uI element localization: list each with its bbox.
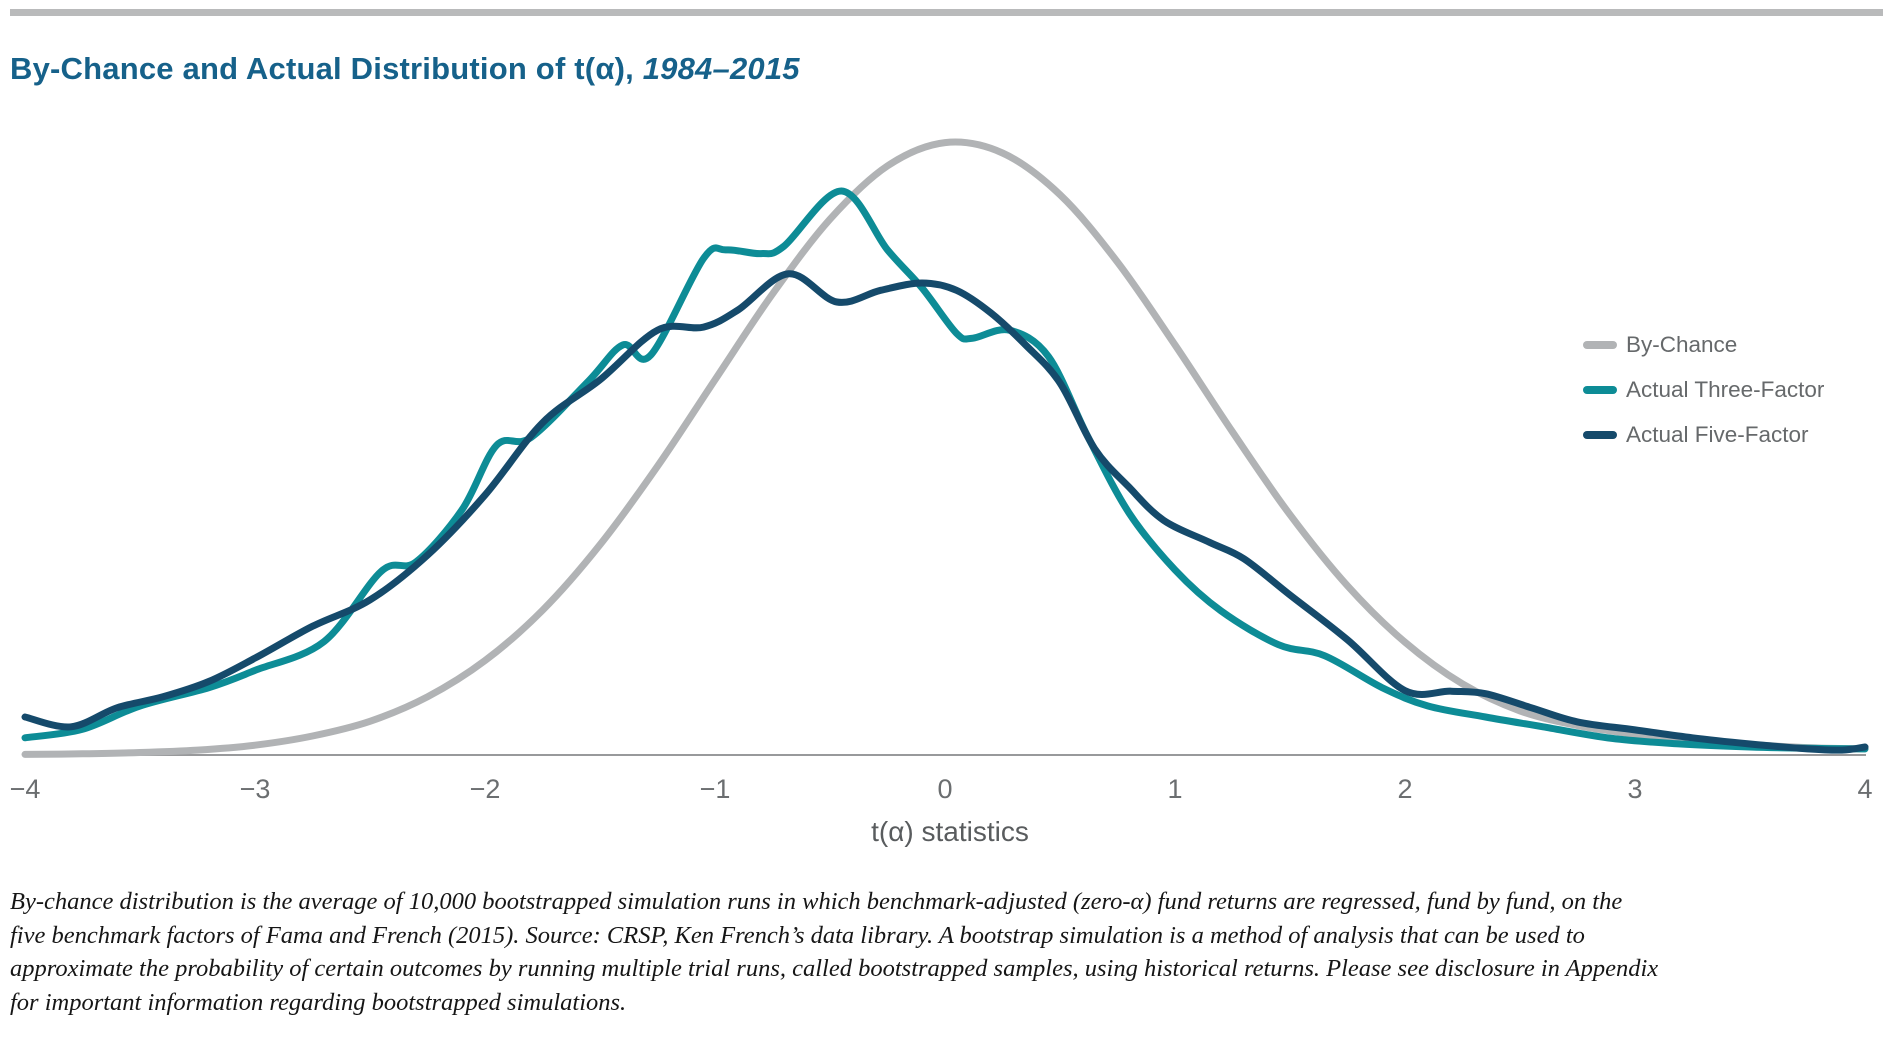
footnote: By-chance distribution is the average of… bbox=[10, 885, 1880, 1019]
legend-swatch bbox=[1583, 385, 1617, 394]
footnote-line-4: for important information regarding boot… bbox=[10, 988, 627, 1016]
footnote-line-2: five benchmark factors of Fama and Frenc… bbox=[10, 921, 1585, 949]
x-tick-label--1: −1 bbox=[699, 774, 731, 804]
x-tick-label-4: 4 bbox=[1857, 774, 1873, 804]
legend-item-by-chance: By-Chance bbox=[1583, 322, 1824, 367]
series-line-by-chance bbox=[21, 138, 1869, 758]
x-tick-label-0: 0 bbox=[937, 774, 953, 804]
legend-item-actual-five-factor: Actual Five-Factor bbox=[1583, 412, 1824, 457]
x-tick-label-1: 1 bbox=[1167, 774, 1183, 804]
distribution-plot bbox=[21, 138, 1869, 758]
legend-label: Actual Five-Factor bbox=[1626, 421, 1809, 447]
x-axis-title: t(α) statistics bbox=[871, 816, 1029, 847]
legend-item-actual-three-factor: Actual Three-Factor bbox=[1583, 367, 1824, 412]
series-line-actual-five-factor bbox=[21, 270, 1869, 754]
x-tick-label-3: 3 bbox=[1627, 774, 1643, 804]
legend-swatch bbox=[1583, 430, 1617, 439]
x-tick-label--4: −4 bbox=[9, 774, 41, 804]
footnote-line-3: approximate the probability of certain o… bbox=[10, 955, 1659, 982]
chart-title-years: 1984–2015 bbox=[642, 50, 800, 86]
x-tick-label--2: −2 bbox=[469, 774, 501, 804]
chart-title-main: By-Chance and Actual Distribution of t(α… bbox=[10, 50, 643, 86]
legend-swatch bbox=[1583, 340, 1617, 349]
legend-label: By-Chance bbox=[1626, 331, 1738, 357]
x-tick-label-2: 2 bbox=[1397, 774, 1413, 804]
series-line-actual-three-factor bbox=[21, 187, 1869, 753]
footnote-line-1: By-chance distribution is the average of… bbox=[10, 888, 1623, 915]
chart-title: By-Chance and Actual Distribution of t(α… bbox=[10, 51, 800, 87]
header-rule bbox=[10, 9, 1883, 16]
x-tick-label--3: −3 bbox=[239, 774, 271, 804]
legend-label: Actual Three-Factor bbox=[1626, 376, 1825, 402]
legend: By-Chance Actual Three-Factor Actual Five-… bbox=[1583, 322, 1824, 457]
